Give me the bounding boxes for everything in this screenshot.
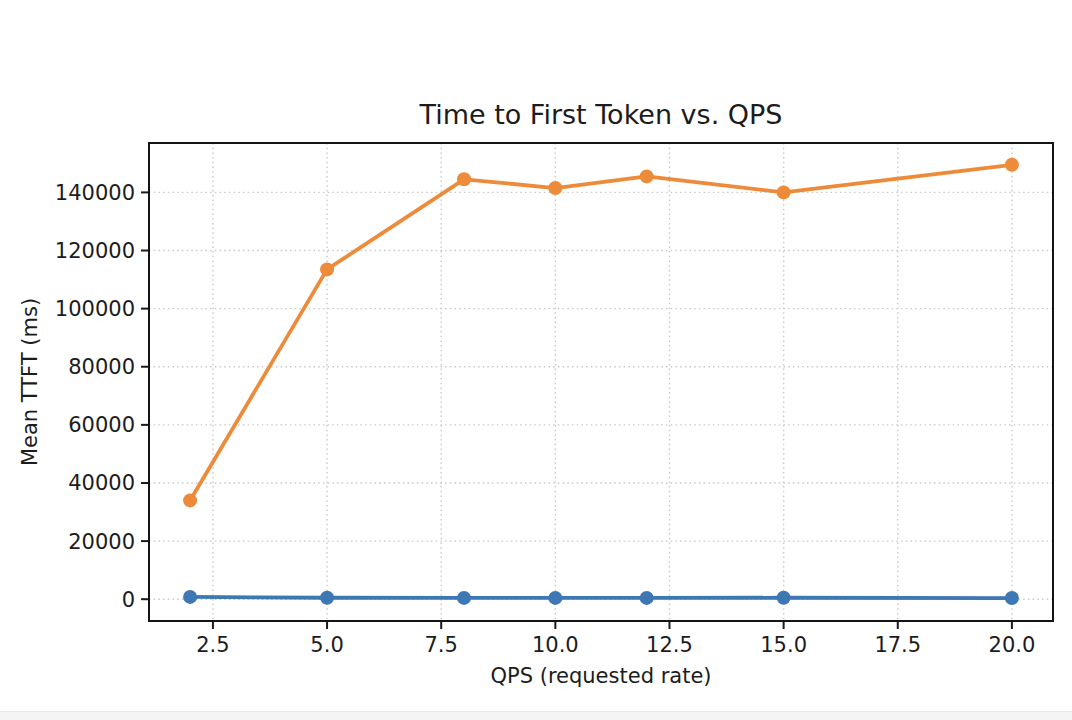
data-point-blue xyxy=(320,591,334,605)
x-tick-label: 15.0 xyxy=(760,633,807,657)
y-tick-label: 40000 xyxy=(68,471,135,495)
screenshot-root: 2.5 5.0 7.5 10.0 12.5 15.0 17.5 20.0 0 20000 40000… xyxy=(0,0,1072,720)
y-tick-label: 120000 xyxy=(55,239,135,263)
chart-title: Time to First Token vs. QPS xyxy=(149,99,1053,130)
data-point-orange xyxy=(457,172,471,186)
y-tick-label: 80000 xyxy=(68,355,135,379)
bottom-strip xyxy=(0,711,1072,720)
data-point-blue xyxy=(1005,591,1019,605)
x-tick-label: 17.5 xyxy=(874,633,921,657)
data-point-orange xyxy=(548,181,562,195)
x-tick-label: 7.5 xyxy=(424,633,457,657)
data-point-orange xyxy=(183,493,197,507)
x-tick-label: 10.0 xyxy=(532,633,579,657)
series-line-blue xyxy=(190,597,1012,598)
data-point-blue xyxy=(777,591,791,605)
data-point-orange xyxy=(640,169,654,183)
x-tick-label: 20.0 xyxy=(989,633,1036,657)
data-point-blue xyxy=(183,590,197,604)
y-tick-label: 0 xyxy=(122,588,135,612)
y-tick-label: 60000 xyxy=(68,413,135,437)
x-tick-label: 12.5 xyxy=(646,633,693,657)
x-tick-label: 5.0 xyxy=(310,633,343,657)
y-tick-label: 100000 xyxy=(55,297,135,321)
series-line-orange xyxy=(190,165,1012,501)
plot-border xyxy=(149,143,1053,621)
data-point-orange xyxy=(320,262,334,276)
y-tick-label: 140000 xyxy=(55,181,135,205)
y-tick-label: 20000 xyxy=(68,530,135,554)
y-axis-label: Mean TTFT (ms) xyxy=(18,298,42,466)
data-point-orange xyxy=(1005,158,1019,172)
data-point-orange xyxy=(777,185,791,199)
x-axis-label: QPS (requested rate) xyxy=(149,664,1053,688)
x-tick-label: 2.5 xyxy=(196,633,229,657)
y-axis-label-wrap: Mean TTFT (ms) xyxy=(8,143,52,621)
data-point-blue xyxy=(457,591,471,605)
data-point-blue xyxy=(548,591,562,605)
data-point-blue xyxy=(640,591,654,605)
